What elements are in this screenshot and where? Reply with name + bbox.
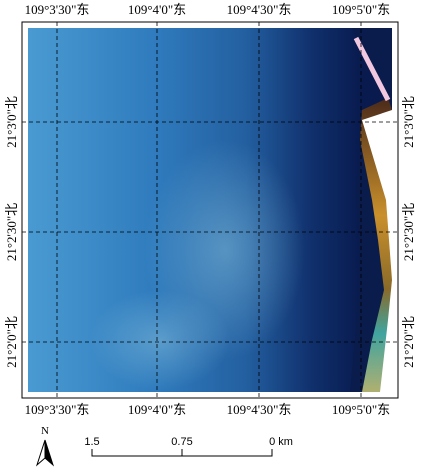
lon-label: 109°5'0"东	[332, 402, 390, 417]
north-label: N	[41, 425, 49, 437]
north-arrow: N	[35, 425, 55, 467]
bottom-labels: 109°3'30"东 109°4'0"东 109°4'30"东 109°5'0"…	[25, 402, 391, 417]
lat-label: 21°2'30"北	[401, 203, 416, 261]
satellite-image	[28, 28, 392, 392]
scale-label: 1.5	[84, 436, 99, 448]
lon-label: 109°3'30"东	[25, 402, 90, 417]
lon-label: 109°4'30"东	[227, 2, 292, 17]
lon-label: 109°3'30"东	[25, 2, 90, 17]
lon-label: 109°5'0"东	[332, 2, 390, 17]
lon-label: 109°4'0"东	[128, 402, 186, 417]
lat-label: 21°2'0"北	[401, 316, 416, 368]
lat-label: 21°2'0"北	[4, 316, 19, 368]
scale-label: 0 km	[269, 436, 293, 448]
outer-frame	[21, 21, 399, 399]
lon-label: 109°4'30"东	[227, 402, 292, 417]
lat-label: 21°2'30"北	[4, 203, 19, 261]
scale-label: 0.75	[171, 436, 192, 448]
top-labels: 109°3'30"东 109°4'0"东 109°4'30"东 109°5'0"…	[25, 2, 391, 17]
lat-label: 21°3'0"北	[4, 96, 19, 148]
lat-label: 21°3'0"北	[401, 96, 416, 148]
right-labels: 21°3'0"北 21°2'30"北 21°2'0"北	[401, 96, 416, 368]
left-labels: 21°3'0"北 21°2'30"北 21°2'0"北	[4, 96, 19, 368]
scale-bar: 1.5 0.75 0 km	[84, 436, 293, 457]
lon-label: 109°4'0"东	[128, 2, 186, 17]
